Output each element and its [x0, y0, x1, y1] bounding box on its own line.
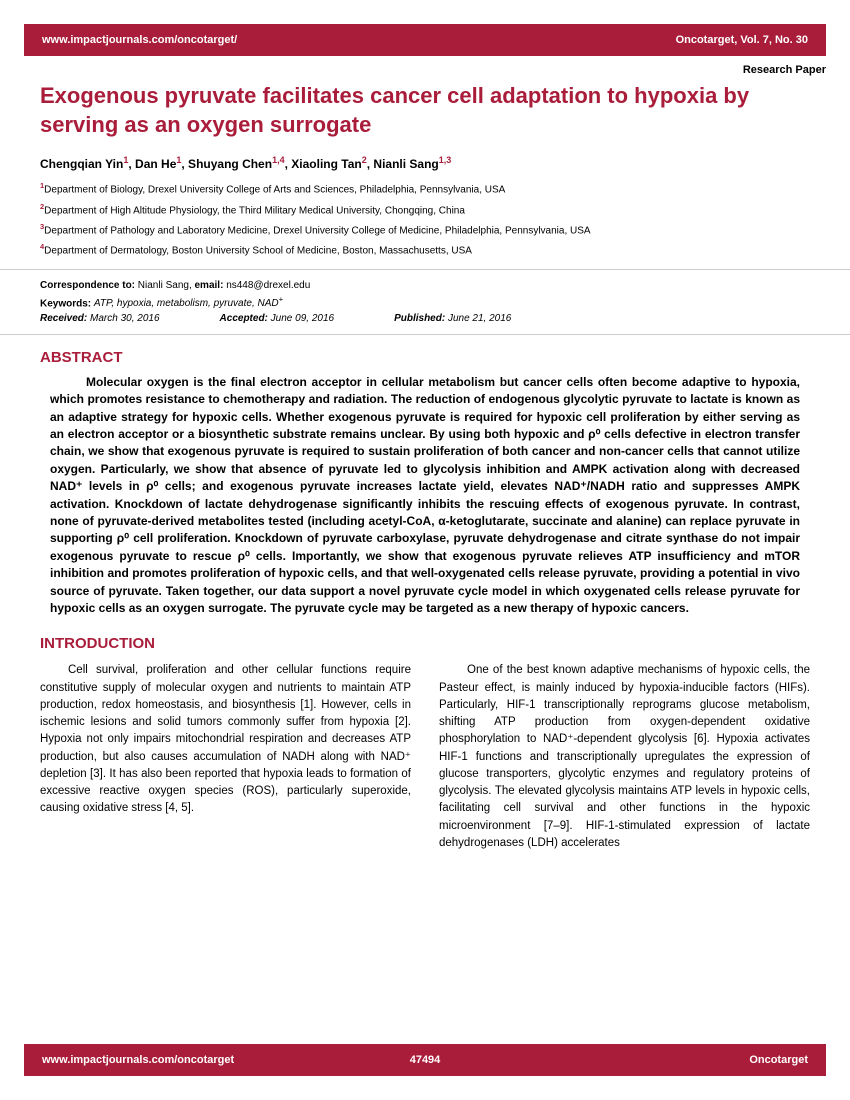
column-right: One of the best known adaptive mechanism… — [439, 662, 810, 852]
column-left: Cell survival, proliferation and other c… — [40, 662, 411, 852]
affiliation-3: 3Department of Pathology and Laboratory … — [40, 220, 810, 240]
affiliation-2: 2Department of High Altitude Physiology,… — [40, 200, 810, 220]
correspondence-line: Correspondence to: Nianli Sang, email: n… — [40, 278, 810, 293]
published-date: Published: June 21, 2016 — [394, 313, 511, 324]
affiliations: 1Department of Biology, Drexel Universit… — [0, 171, 850, 260]
header-bar: www.impactjournals.com/oncotarget/ Oncot… — [24, 24, 826, 56]
footer-bar: www.impactjournals.com/oncotarget 47494 … — [24, 1044, 826, 1076]
header-url: www.impactjournals.com/oncotarget/ — [42, 34, 237, 46]
footer-journal: Oncotarget — [749, 1054, 808, 1066]
footer-page-number: 47494 — [410, 1054, 441, 1066]
body-columns: Cell survival, proliferation and other c… — [0, 662, 850, 852]
section-label: Research Paper — [0, 56, 850, 78]
page-container: www.impactjournals.com/oncotarget/ Oncot… — [0, 0, 850, 1100]
intro-heading: INTRODUCTION — [0, 617, 850, 662]
received-date: Received: March 30, 2016 — [40, 313, 160, 324]
footer-url: www.impactjournals.com/oncotarget — [42, 1054, 234, 1066]
accepted-date: Accepted: June 09, 2016 — [220, 313, 335, 324]
abstract-body: Molecular oxygen is the final electron a… — [0, 374, 850, 617]
article-title: Exogenous pyruvate facilitates cancer ce… — [0, 78, 850, 155]
affiliation-1: 1Department of Biology, Drexel Universit… — [40, 179, 810, 199]
header-journal: Oncotarget, Vol. 7, No. 30 — [676, 34, 808, 46]
authors-line: Chengqian Yin1, Dan He1, Shuyang Chen1,4… — [0, 155, 850, 171]
dates-row: Received: March 30, 2016 Accepted: June … — [40, 311, 810, 326]
meta-block: Correspondence to: Nianli Sang, email: n… — [0, 269, 850, 326]
keywords-line: Keywords: ATP, hypoxia, metabolism, pyru… — [40, 293, 810, 311]
abstract-heading: ABSTRACT — [0, 334, 850, 374]
affiliation-4: 4Department of Dermatology, Boston Unive… — [40, 240, 810, 260]
